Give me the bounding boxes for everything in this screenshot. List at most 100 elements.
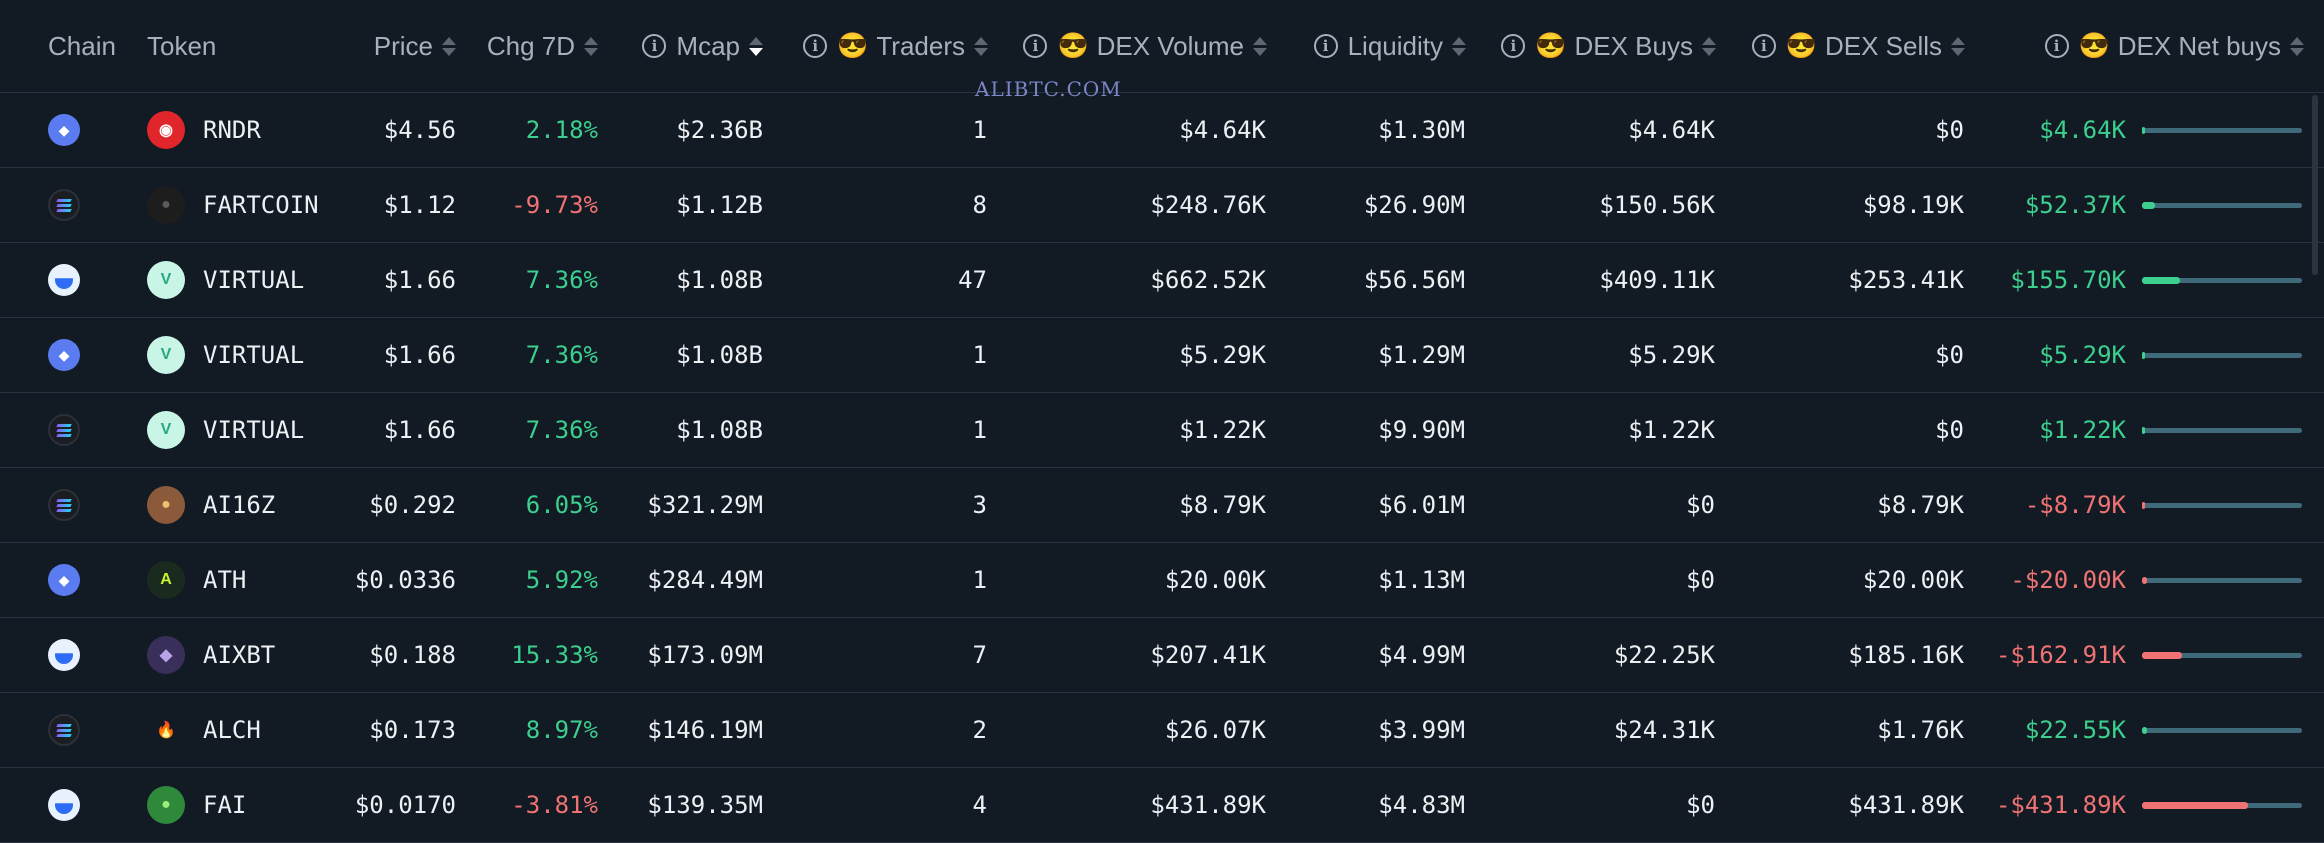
net-buys-bar <box>2142 352 2302 359</box>
chain-cell <box>48 168 80 242</box>
col-liquidity-header[interactable]: i Liquidity <box>1280 0 1466 92</box>
token-cell[interactable]: ◆ AIXBT <box>147 618 275 692</box>
token-symbol[interactable]: AIXBT <box>203 641 276 669</box>
traders-value: 47 <box>958 266 987 294</box>
info-icon[interactable]: i <box>1313 34 1338 58</box>
token-cell[interactable]: 🔥 ALCH <box>147 693 261 767</box>
net-value: $5.29K <box>2039 341 2126 369</box>
net-buys-bar <box>2142 577 2302 584</box>
sells-value: $0 <box>1935 341 1964 369</box>
chain-cell: ◆ <box>48 93 80 167</box>
info-icon[interactable]: i <box>1023 34 1048 58</box>
token-cell[interactable]: V VIRTUAL <box>147 243 304 317</box>
info-icon[interactable]: i <box>2044 34 2069 58</box>
solana-chain-icon <box>48 489 80 521</box>
token-cell[interactable]: ● AI16Z <box>147 468 275 542</box>
col-dex-net-buys-header[interactable]: i 😎 DEX Net buys <box>2040 0 2304 92</box>
table-row[interactable]: V VIRTUAL $1.66 7.36% $1.08B 47 $662.52K $56.56… <box>0 243 2324 318</box>
token-symbol[interactable]: RNDR <box>203 116 261 144</box>
token-symbol[interactable]: VIRTUAL <box>203 416 305 444</box>
table-row[interactable]: ● FAI $0.0170 -3.81% $139.35M 4 $431.89K $4.83M… <box>0 768 2324 843</box>
sells-value: $185.16K <box>1848 641 1964 669</box>
sort-icon[interactable] <box>1702 36 1716 56</box>
liquidity-value: $6.01M <box>1378 491 1465 519</box>
net-value: -$8.79K <box>2024 491 2126 519</box>
virtual-logo-icon: V <box>147 336 185 374</box>
token-cell[interactable]: V VIRTUAL <box>147 393 304 467</box>
col-price-header[interactable]: Price <box>300 0 456 92</box>
smart-money-icon: 😎 <box>1535 31 1567 60</box>
info-icon[interactable]: i <box>642 34 667 58</box>
col-dex-sells-header[interactable]: i 😎 DEX Sells <box>1730 0 1965 92</box>
table-row[interactable]: 🔥 ALCH $0.173 8.97% $146.19M 2 $26.07K $3.99M $2… <box>0 693 2324 768</box>
token-cell[interactable]: ● FARTCOIN <box>147 168 319 242</box>
token-cell[interactable]: A ATH <box>147 543 246 617</box>
sort-desc-active-icon[interactable] <box>749 36 763 56</box>
chg-value: 7.36% <box>525 416 598 444</box>
table-row[interactable]: ● FARTCOIN $1.12 -9.73% $1.12B 8 $248.76K $26.9… <box>0 168 2324 243</box>
token-symbol[interactable]: ATH <box>203 566 247 594</box>
token-symbol[interactable]: VIRTUAL <box>203 341 305 369</box>
chain-cell <box>48 693 80 767</box>
col-dex-volume-header[interactable]: i 😎 DEX Volume <box>1000 0 1267 92</box>
alch-logo-icon: 🔥 <box>147 711 185 749</box>
price-value: $0.0170 <box>354 791 456 819</box>
chg-value: 8.97% <box>525 716 598 744</box>
token-cell[interactable]: ● FAI <box>147 768 246 842</box>
net-buys-bar-fill <box>2142 652 2182 659</box>
sort-icon[interactable] <box>2290 36 2304 56</box>
info-icon[interactable]: i <box>1751 34 1776 58</box>
net-buys-bar-fill <box>2142 502 2145 509</box>
col-token-header[interactable]: Token <box>147 0 216 92</box>
net-buys-bar-fill <box>2142 427 2145 434</box>
info-icon[interactable]: i <box>1501 34 1526 58</box>
net-value: $155.70K <box>2010 266 2126 294</box>
col-chain-header[interactable]: Chain <box>48 0 116 92</box>
col-mcap-header[interactable]: i Mcap <box>600 0 763 92</box>
sort-icon[interactable] <box>442 36 456 56</box>
token-cell[interactable]: V VIRTUAL <box>147 318 304 392</box>
table-row[interactable]: ◆ V VIRTUAL $1.66 7.36% $1.08B 1 $5.29K $1.29M $5… <box>0 318 2324 393</box>
sort-icon[interactable] <box>584 36 598 56</box>
token-symbol[interactable]: FARTCOIN <box>203 191 319 219</box>
sort-icon[interactable] <box>1253 36 1267 56</box>
mcap-value: $139.35M <box>647 791 763 819</box>
col-dex-sells-label: DEX Sells <box>1824 30 1942 61</box>
aixbt-logo-icon: ◆ <box>147 636 185 674</box>
table-row[interactable]: ● AI16Z $0.292 6.05% $321.29M 3 $8.79K $6.01M $0… <box>0 468 2324 543</box>
table-row[interactable]: ◆ ◉ RNDR $4.56 2.18% $2.36B 1 $4.64K $1.30M $4.64… <box>0 93 2324 168</box>
col-traders-header[interactable]: i 😎 Traders <box>780 0 988 92</box>
sells-value: $253.41K <box>1848 266 1964 294</box>
col-dex-buys-label: DEX Buys <box>1574 30 1694 61</box>
net-buys-bar <box>2142 202 2302 209</box>
chg-value: -3.81% <box>511 791 598 819</box>
token-symbol[interactable]: FAI <box>203 791 247 819</box>
price-value: $1.66 <box>383 266 456 294</box>
volume-value: $662.52K <box>1150 266 1266 294</box>
net-buys-bar <box>2142 802 2302 809</box>
col-chg7d-label: Chg 7D <box>486 30 575 61</box>
col-chg7d-header[interactable]: Chg 7D <box>440 0 598 92</box>
table-row[interactable]: ◆ A ATH $0.0336 5.92% $284.49M 1 $20.00K $1.13M $… <box>0 543 2324 618</box>
scrollbar[interactable] <box>2312 95 2318 275</box>
table-row[interactable]: V VIRTUAL $1.66 7.36% $1.08B 1 $1.22K $9.90M $1.… <box>0 393 2324 468</box>
token-symbol[interactable]: ALCH <box>203 716 261 744</box>
buys-value: $0 <box>1686 791 1715 819</box>
table-row[interactable]: ◆ AIXBT $0.188 15.33% $173.09M 7 $207.41K $4.99… <box>0 618 2324 693</box>
col-mcap-label: Mcap <box>676 30 740 61</box>
mcap-value: $1.08B <box>676 266 763 294</box>
table-header: Chain Token Price Chg 7D i Mcap i 😎 Trad… <box>0 0 2324 93</box>
sort-icon[interactable] <box>1951 36 1965 56</box>
col-dex-buys-header[interactable]: i 😎 DEX Buys <box>1480 0 1716 92</box>
token-symbol[interactable]: AI16Z <box>203 491 276 519</box>
sells-value: $8.79K <box>1877 491 1964 519</box>
sort-icon[interactable] <box>974 36 988 56</box>
price-value: $1.12 <box>383 191 456 219</box>
volume-value: $8.79K <box>1179 491 1266 519</box>
sells-value: $0 <box>1935 116 1964 144</box>
sort-icon[interactable] <box>1452 36 1466 56</box>
token-cell[interactable]: ◉ RNDR <box>147 93 261 167</box>
info-icon[interactable]: i <box>803 34 828 58</box>
token-symbol[interactable]: VIRTUAL <box>203 266 305 294</box>
